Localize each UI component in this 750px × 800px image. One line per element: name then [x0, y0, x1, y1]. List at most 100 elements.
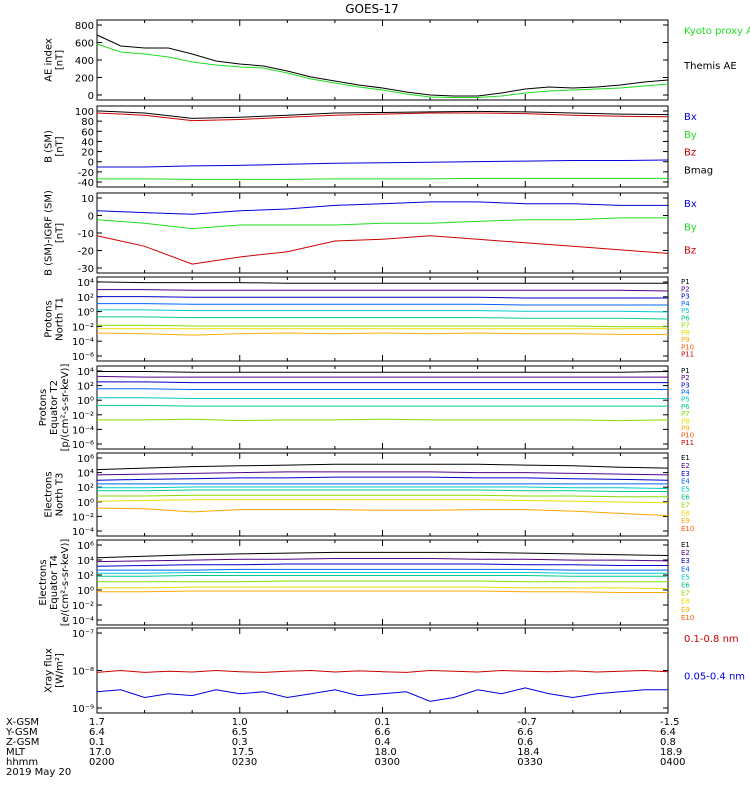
ephemeris-row-label: Z-GSM	[6, 737, 39, 748]
legend-entry: P11	[681, 351, 694, 359]
legend-entry: Bz	[684, 246, 696, 257]
y-tick-label: 10⁻²	[72, 601, 94, 612]
legend-entry: E7	[681, 501, 690, 509]
plot-date: 2019 May 20	[6, 767, 71, 778]
legend-entry: 0.05-0.4 nm	[684, 672, 745, 683]
legend-entry: E9	[681, 517, 690, 525]
series-line-e2	[96, 471, 669, 476]
y-axis-label: [nT]	[55, 223, 66, 243]
y-tick-label: 10⁶	[77, 541, 94, 552]
y-tick-label: 10⁴	[77, 278, 94, 289]
panel-5: 10⁴ 10² 10⁰ 10⁻² 10⁻⁴ 10⁻⁶ Protons Equator T2 [p…	[38, 364, 694, 452]
series-line-e2	[96, 558, 669, 563]
legend-entry: E10	[681, 525, 694, 533]
series-line-p2	[96, 375, 668, 378]
ephemeris-value: 0200	[89, 757, 114, 768]
ephemeris-value: 0.6	[517, 737, 533, 748]
y-tick-label: 10⁰	[77, 498, 94, 509]
ephemeris-value: 0.3	[232, 737, 248, 748]
series-line-bz	[96, 235, 669, 265]
y-tick-label: -20	[78, 168, 94, 179]
series-line-e9	[97, 590, 668, 593]
panel-legend: Bx By Bz Bmag	[684, 112, 713, 176]
y-axis-label: [W/m²]	[55, 653, 66, 688]
series-line-p7	[97, 418, 669, 422]
y-axis-label: North T3	[55, 473, 66, 517]
y-axis-label: Electrons	[44, 471, 55, 517]
legend-entry: E2	[681, 462, 690, 470]
legend-entry: P10	[681, 343, 694, 351]
legend-entry: P6	[681, 314, 690, 322]
series-line-p4	[97, 303, 668, 306]
legend-entry: Bx	[684, 112, 697, 123]
y-tick-label: 10⁴	[77, 556, 94, 567]
panel-frame	[96, 365, 669, 450]
ephemeris-value: 17.5	[232, 747, 254, 758]
ephemeris-value: 6.4	[660, 727, 676, 738]
panel-8: 10⁻⁷ 10⁻⁸ 10⁻⁹ Xray flux [W/m²] 0.1-0.8 nm 0.0…	[44, 627, 745, 715]
y-axis-label: [nT]	[55, 136, 66, 156]
series-line-e5	[97, 486, 669, 489]
ephemeris-value: 0330	[517, 757, 542, 768]
y-axis-label: B (SM)-IGRF (SM)	[44, 190, 55, 276]
series-line-e6	[97, 575, 668, 577]
series-line-bmag	[96, 110, 669, 119]
series-line-p2	[97, 289, 669, 292]
legend-entry: E6	[681, 582, 690, 590]
legend-entry: By	[684, 222, 697, 233]
y-tick-label: 10⁻²	[72, 411, 94, 422]
series-line-themis-ae	[96, 34, 669, 97]
y-tick-label: 10⁰	[77, 308, 94, 319]
series-line-e8	[96, 499, 669, 504]
series-line-p5	[97, 397, 668, 399]
y-tick-label: 10²	[77, 293, 94, 304]
series-line-0-05-0-4-nm	[96, 687, 668, 702]
ephemeris-value: 1.7	[89, 717, 105, 728]
y-tick-label: 0	[88, 158, 94, 169]
y-tick-label: 10⁻⁹	[72, 704, 94, 715]
y-tick-label: 10⁶	[77, 454, 94, 465]
panel-frame	[96, 105, 669, 188]
y-tick-label: 10	[81, 194, 94, 205]
legend-entry: E10	[681, 614, 694, 622]
legend-entry: E1	[681, 541, 690, 549]
legend-entry: E8	[681, 598, 690, 606]
legend-entry: P1	[681, 367, 690, 375]
y-tick-label: 10⁻²	[72, 322, 94, 333]
y-tick-label: 10⁻²	[72, 512, 94, 523]
ephemeris-value: 0.1	[375, 717, 391, 728]
ephemeris-row-label: hhmm	[6, 757, 38, 768]
legend-entry: Bz	[684, 148, 696, 159]
legend-entry: P11	[681, 439, 694, 447]
legend-entry: E9	[681, 606, 690, 614]
y-tick-label: 10⁻⁴	[72, 527, 94, 538]
panel-frame	[96, 276, 669, 362]
series-line-e3	[96, 476, 669, 481]
y-axis-label: [p/(cm²-s-sr-keV)]	[60, 364, 71, 452]
series-line-e3	[96, 563, 668, 567]
panel-7: 10⁶ 10⁴ 10² 10⁰ 10⁻² 10⁻⁴ Electrons Equator T4[…	[38, 539, 694, 627]
y-tick-label: 800	[75, 21, 94, 32]
legend-entry: E5	[681, 486, 690, 494]
legend-entry: E7	[681, 590, 690, 598]
series-line-by	[97, 177, 668, 180]
series-line-e8	[97, 586, 669, 590]
legend-entry: P10	[681, 432, 694, 440]
panel-legend: Bx By Bz	[684, 199, 697, 257]
ephemeris-value: -0.7	[517, 717, 537, 728]
legend-entry: P9	[681, 424, 690, 432]
legend-entry: E4	[681, 565, 690, 573]
y-tick-label: 80	[81, 117, 94, 128]
legend-entry: P8	[681, 329, 690, 337]
plot-title: GOES-17	[345, 2, 399, 16]
panel-legend: 0.1-0.8 nm 0.05-0.4 nm	[684, 634, 745, 683]
y-axis-label: North T1	[55, 297, 66, 341]
y-tick-label: 20	[81, 148, 94, 159]
legend-entry: Kyoto proxy AE	[684, 26, 750, 37]
ephemeris-value: 6.6	[517, 727, 533, 738]
panel-frame	[96, 452, 669, 537]
ephemeris-value: 6.6	[375, 727, 391, 738]
series-line-p1	[97, 371, 669, 373]
y-tick-label: 60	[81, 127, 94, 138]
